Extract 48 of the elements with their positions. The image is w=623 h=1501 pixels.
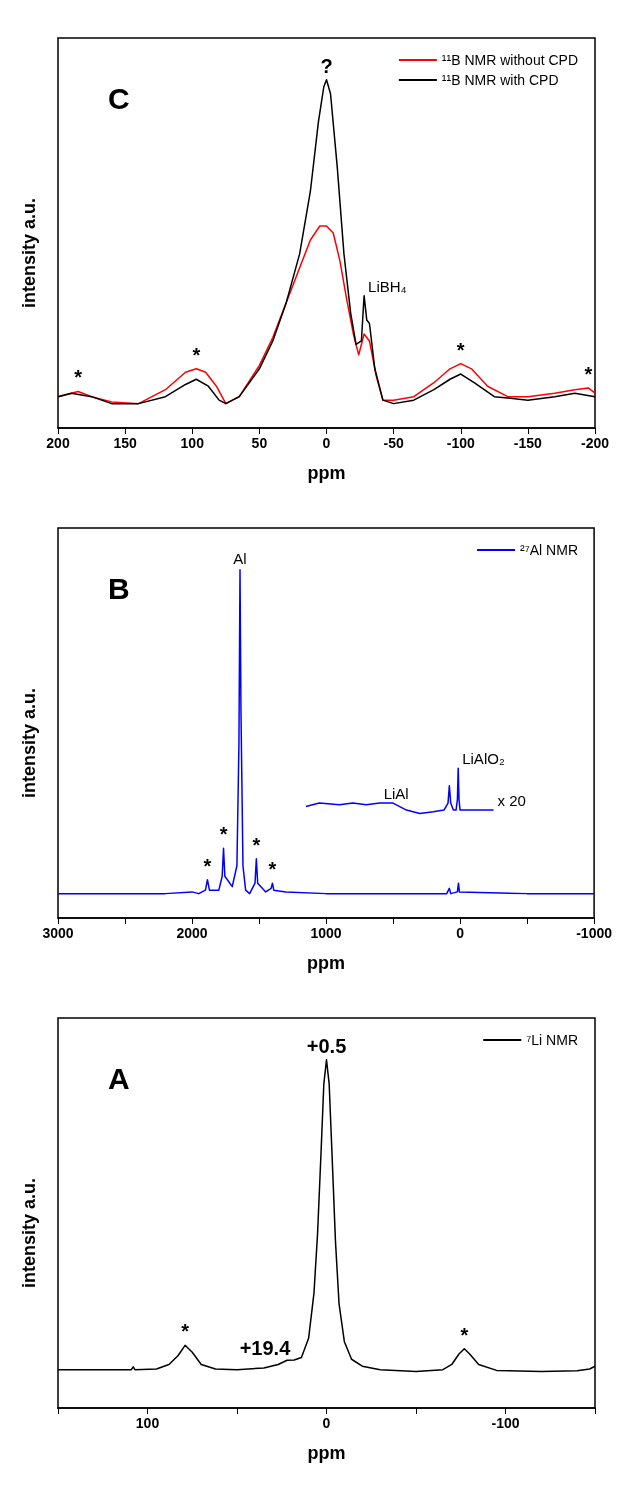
x-tick-label: 0 (322, 1415, 331, 1431)
annotation: +19.4 (239, 1336, 292, 1359)
annotation: LiBH₄ (368, 277, 407, 295)
annotation: ? (320, 54, 333, 77)
annotation: Al (233, 549, 247, 567)
x-tick-label: -100 (446, 435, 475, 451)
y-axis-title: intensity a.u. (19, 687, 39, 799)
annotation: x 20 (497, 792, 526, 810)
x-tick-label: -200 (580, 435, 610, 451)
legend-label: ¹¹B NMR without CPD (441, 52, 579, 68)
annotation: * (219, 823, 228, 846)
annotation: * (203, 854, 212, 877)
annotation: * (192, 343, 201, 366)
x-axis-title: ppm (307, 953, 346, 973)
x-tick-label: -50 (383, 435, 404, 451)
y-axis-title: intensity a.u. (19, 197, 39, 309)
x-tick-label: -150 (513, 435, 543, 451)
annotation: C (108, 81, 130, 115)
x-tick-label: -1000 (576, 925, 613, 941)
x-tick-label: 1000 (310, 925, 342, 941)
x-tick-label: 200 (46, 435, 70, 451)
x-tick-label: 0 (322, 435, 331, 451)
annotation: * (456, 338, 465, 361)
x-tick-label: 150 (113, 435, 138, 451)
x-tick-label: 50 (251, 435, 268, 451)
annotation: * (460, 1323, 469, 1346)
legend-label: ⁷Li NMR (526, 1032, 578, 1048)
x-axis-title: ppm (307, 1443, 346, 1463)
annotation: B (108, 571, 130, 605)
annotation: LiAlO₂ (462, 750, 505, 768)
legend-label: ¹¹B NMR with CPD (441, 72, 559, 88)
annotation: LiAl (383, 785, 409, 803)
x-axis-title: ppm (307, 463, 346, 483)
annotation: * (584, 362, 593, 385)
annotation: +0.5 (306, 1034, 347, 1057)
annotation: * (252, 833, 261, 856)
x-tick-label: 3000 (42, 925, 74, 941)
annotation: A (108, 1061, 130, 1095)
annotation: * (181, 1320, 190, 1343)
annotation: * (268, 858, 277, 881)
x-tick-label: 100 (180, 435, 205, 451)
y-axis-title: intensity a.u. (19, 1177, 39, 1289)
annotation: * (74, 366, 83, 389)
x-tick-label: 2000 (176, 925, 208, 941)
x-tick-label: -100 (491, 1415, 520, 1431)
legend-label: ²⁷Al NMR (520, 542, 578, 558)
x-tick-label: 0 (456, 925, 465, 941)
x-tick-label: 100 (135, 1415, 160, 1431)
